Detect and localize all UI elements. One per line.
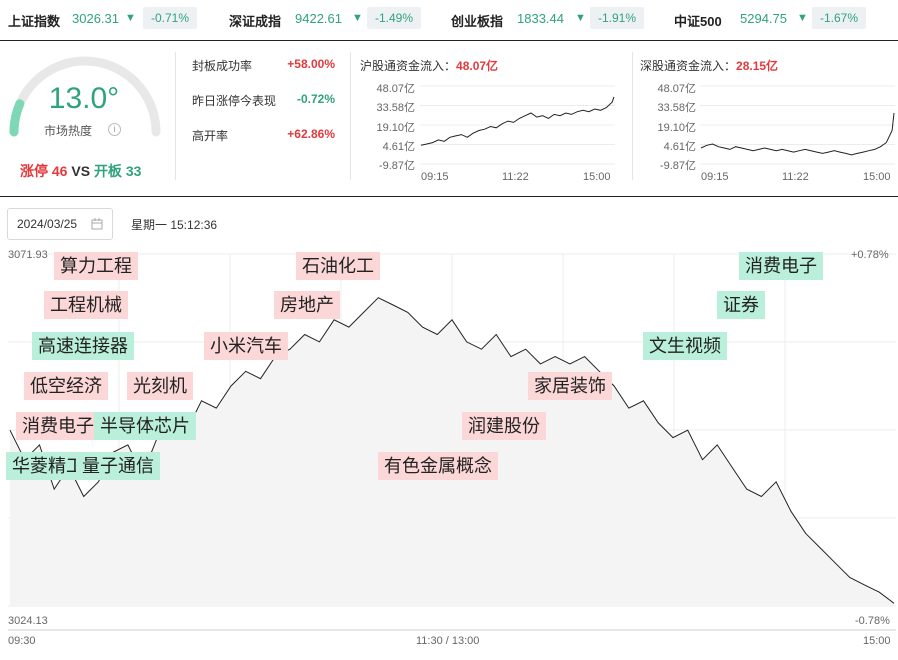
temperature-gauge xyxy=(9,56,161,137)
index-name[interactable]: 深证成指 xyxy=(229,14,282,29)
index-change-badge: -1.91% xyxy=(590,7,645,29)
down-arrow-icon: ▼ xyxy=(575,12,586,24)
stat-label: 昨日涨停今表现 xyxy=(192,94,277,108)
x-tick: 15:00 xyxy=(863,171,891,183)
concept-tag[interactable]: 工程机械 xyxy=(44,291,128,319)
limit-up-count: 46 xyxy=(51,163,68,179)
y-tick: 4.61亿 xyxy=(382,141,415,153)
limit-summary: 涨停 46 VS 开板 33 xyxy=(20,161,141,181)
flow-amount: 28.15亿 xyxy=(736,59,779,73)
index-value: 9422.61 xyxy=(295,11,342,26)
concept-tag[interactable]: 光刻机 xyxy=(127,372,193,400)
concept-tag[interactable]: 证券 xyxy=(717,291,765,319)
concept-tag[interactable]: 消费电子 xyxy=(739,252,823,280)
index-value: 3026.31 xyxy=(72,11,119,26)
flow-title: 深股通资金流入：28.15亿 xyxy=(640,57,778,74)
x-tick: 15:00 xyxy=(583,171,611,183)
concept-tag[interactable]: 有色金属概念 xyxy=(378,452,498,480)
temperature-value: 13.0° xyxy=(48,82,120,115)
y-tick: 19.10亿 xyxy=(376,122,415,134)
index-name[interactable]: 中证500 xyxy=(674,14,722,29)
flow-amount: 48.07亿 xyxy=(456,59,499,73)
y-min-label: 3024.13 xyxy=(8,615,48,627)
y-tick: 33.58亿 xyxy=(657,102,696,114)
concept-tag[interactable]: 高速连接器 xyxy=(32,332,134,360)
stat-label: 封板成功率 xyxy=(192,59,253,73)
concept-tag[interactable]: 小米汽车 xyxy=(204,332,288,360)
y-tick: 33.58亿 xyxy=(376,102,415,114)
flow-series-line xyxy=(420,96,615,146)
info-icon[interactable]: i xyxy=(108,123,121,136)
x-tick: 15:00 xyxy=(863,635,891,647)
concept-tag[interactable]: 半导体芯片 xyxy=(94,412,196,440)
index-change-badge: -1.49% xyxy=(367,7,422,29)
y-tick: 4.61亿 xyxy=(663,141,696,153)
stat-value: +62.86% xyxy=(287,127,335,141)
vs-label: VS xyxy=(71,163,91,179)
open-board-label: 开板 xyxy=(93,163,122,179)
divider xyxy=(0,40,898,41)
concept-tag[interactable]: 低空经济 xyxy=(24,372,108,400)
x-tick: 09:30 xyxy=(8,635,36,647)
concept-tag[interactable]: 润建股份 xyxy=(462,412,546,440)
y-tick: 48.07亿 xyxy=(657,83,696,95)
y-tick: -9.87亿 xyxy=(659,160,696,172)
market-heat-label: 市场热度 xyxy=(44,124,93,138)
divider xyxy=(175,52,176,180)
index-change-badge: -1.67% xyxy=(812,7,867,29)
index-name[interactable]: 创业板指 xyxy=(451,14,504,29)
gauge-fill xyxy=(9,99,25,137)
concept-tag[interactable]: 房地产 xyxy=(274,291,340,319)
index-value: 1833.44 xyxy=(517,11,564,26)
x-tick: 11:22 xyxy=(782,171,809,183)
y-max-label: 3071.93 xyxy=(8,249,48,261)
down-arrow-icon: ▼ xyxy=(352,12,363,24)
concept-tag[interactable]: 文生视频 xyxy=(643,332,727,360)
flow-chart-sh xyxy=(420,85,615,165)
x-tick: 09:15 xyxy=(421,171,449,183)
concept-tag[interactable]: 家居装饰 xyxy=(528,372,612,400)
concept-tag[interactable]: 消费电子 xyxy=(16,412,100,440)
x-tick: 11:30 / 13:00 xyxy=(416,635,480,647)
concept-tag[interactable]: 量子通信 xyxy=(76,452,160,480)
index-value: 5294.75 xyxy=(740,11,787,26)
calendar-icon xyxy=(91,218,103,230)
index-name[interactable]: 上证指数 xyxy=(8,14,61,29)
pct-max-label: +0.78% xyxy=(851,249,889,261)
down-arrow-icon: ▼ xyxy=(797,12,808,24)
stat-label: 高开率 xyxy=(192,129,229,143)
stat-value: -0.72% xyxy=(296,92,335,106)
x-tick: 09:15 xyxy=(701,171,729,183)
index-change-badge: -0.71% xyxy=(143,7,198,29)
open-board-count: 33 xyxy=(125,163,142,179)
y-tick: 48.07亿 xyxy=(376,83,415,95)
limit-up-label: 涨停 xyxy=(20,163,48,179)
stat-value: +58.00% xyxy=(287,57,335,71)
x-tick: 11:22 xyxy=(502,171,529,183)
flow-title: 沪股通资金流入：48.07亿 xyxy=(360,57,498,74)
concept-tag[interactable]: 算力工程 xyxy=(54,252,138,280)
y-tick: 19.10亿 xyxy=(657,122,696,134)
divider xyxy=(632,52,633,180)
divider xyxy=(0,196,898,197)
intraday-area xyxy=(10,297,894,606)
concept-tag[interactable]: 华菱精工 xyxy=(6,452,80,480)
date-value: 2024/03/25 xyxy=(17,217,78,231)
flow-title-label: 沪股通资金流入： xyxy=(360,59,457,73)
flow-series-line xyxy=(700,112,895,156)
flow-chart-sz xyxy=(700,85,895,165)
down-arrow-icon: ▼ xyxy=(125,12,136,24)
flow-title-label: 深股通资金流入： xyxy=(640,59,737,73)
weekday-time: 星期一 15:12:36 xyxy=(131,218,218,232)
concept-tag[interactable]: 石油化工 xyxy=(296,252,380,280)
date-picker[interactable]: 2024/03/25 xyxy=(7,208,113,240)
divider xyxy=(350,52,351,180)
pct-min-label: -0.78% xyxy=(855,615,890,627)
y-tick: -9.87亿 xyxy=(378,160,415,172)
